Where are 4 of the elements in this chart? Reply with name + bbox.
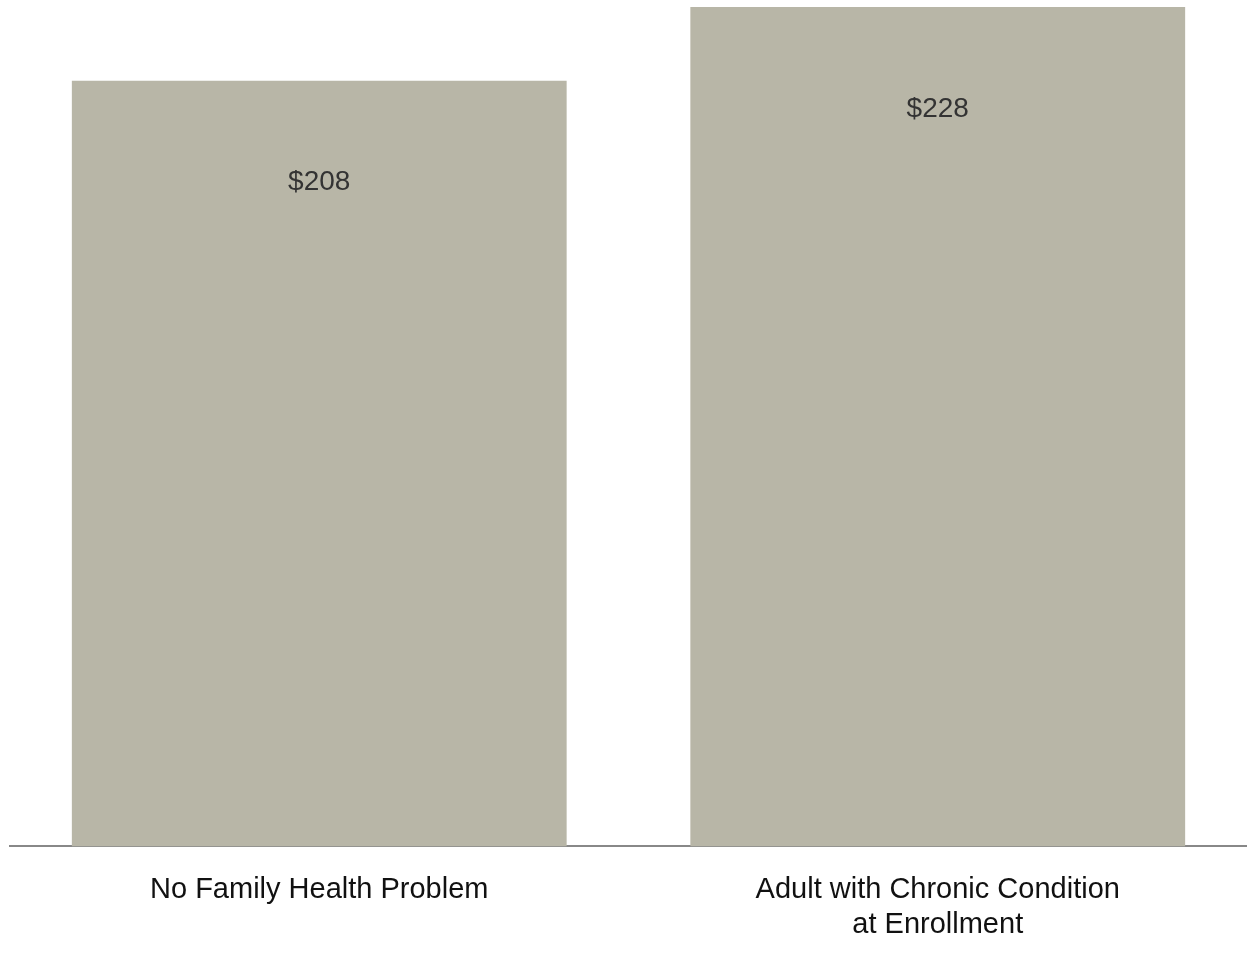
data-label: $208 [288, 165, 351, 197]
x-tick-label: No Family Health Problem [150, 871, 489, 904]
x-tick-label: Adult with Chronic Condition at Enrollment [755, 871, 1120, 939]
data-label: $228 [906, 91, 969, 123]
